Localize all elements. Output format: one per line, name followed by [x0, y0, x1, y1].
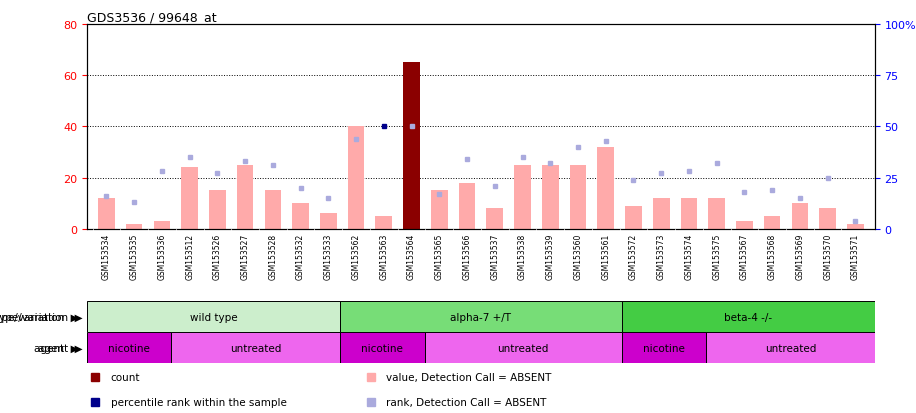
Text: GSM153573: GSM153573: [657, 233, 666, 279]
Bar: [348, 127, 365, 229]
Bar: [597, 147, 614, 229]
Bar: [292, 204, 309, 229]
Text: GSM153564: GSM153564: [407, 233, 416, 279]
Bar: [622, 301, 875, 332]
Text: untreated: untreated: [497, 343, 549, 353]
Text: GSM153538: GSM153538: [518, 233, 527, 279]
Bar: [431, 191, 448, 229]
Text: GSM153568: GSM153568: [768, 233, 777, 279]
Text: GSM153561: GSM153561: [601, 233, 610, 279]
Text: GDS3536 / 99648_at: GDS3536 / 99648_at: [87, 11, 217, 24]
Text: GSM153567: GSM153567: [740, 233, 749, 279]
Bar: [708, 199, 725, 229]
Text: GSM153533: GSM153533: [324, 233, 333, 279]
Bar: [570, 165, 586, 229]
Text: agent  ▶: agent ▶: [38, 343, 82, 353]
Text: GSM153575: GSM153575: [712, 233, 721, 279]
Bar: [764, 216, 780, 229]
Bar: [459, 183, 475, 229]
Text: GSM153560: GSM153560: [573, 233, 583, 279]
Bar: [791, 204, 808, 229]
Bar: [403, 63, 420, 229]
Bar: [87, 332, 171, 363]
Bar: [181, 168, 198, 229]
Bar: [171, 332, 340, 363]
Text: GSM153535: GSM153535: [130, 233, 138, 279]
Text: percentile rank within the sample: percentile rank within the sample: [111, 397, 287, 407]
Bar: [486, 209, 503, 229]
Text: alpha-7 +/T: alpha-7 +/T: [451, 312, 511, 322]
Text: nicotine: nicotine: [643, 343, 685, 353]
Bar: [209, 191, 225, 229]
Text: GSM153563: GSM153563: [379, 233, 388, 279]
Text: genotype/variation  ▶: genotype/variation ▶: [0, 312, 82, 322]
Text: genotype/variation  ▶: genotype/variation ▶: [0, 312, 79, 322]
Text: GSM153527: GSM153527: [241, 233, 250, 279]
Bar: [706, 332, 875, 363]
Text: wild type: wild type: [190, 312, 237, 322]
Text: GSM153569: GSM153569: [795, 233, 804, 279]
Text: nicotine: nicotine: [108, 343, 150, 353]
Bar: [154, 221, 170, 229]
Text: nicotine: nicotine: [362, 343, 403, 353]
Bar: [340, 301, 622, 332]
Bar: [653, 199, 670, 229]
Text: GSM153537: GSM153537: [490, 233, 499, 279]
Bar: [87, 301, 340, 332]
Bar: [847, 224, 864, 229]
Text: GSM153532: GSM153532: [296, 233, 305, 279]
Bar: [622, 332, 706, 363]
Bar: [625, 206, 642, 229]
Bar: [425, 332, 622, 363]
Bar: [819, 209, 836, 229]
Text: GSM153536: GSM153536: [158, 233, 167, 279]
Text: untreated: untreated: [230, 343, 281, 353]
Text: value, Detection Call = ABSENT: value, Detection Call = ABSENT: [387, 373, 551, 382]
Bar: [125, 224, 143, 229]
Text: agent  ▶: agent ▶: [34, 343, 79, 353]
Bar: [265, 191, 281, 229]
Text: GSM153562: GSM153562: [352, 233, 361, 279]
Text: GSM153539: GSM153539: [546, 233, 555, 279]
Bar: [681, 199, 697, 229]
Text: GSM153512: GSM153512: [185, 233, 194, 279]
Text: rank, Detection Call = ABSENT: rank, Detection Call = ABSENT: [387, 397, 547, 407]
Bar: [320, 214, 337, 229]
Bar: [340, 332, 425, 363]
Text: GSM153574: GSM153574: [684, 233, 693, 279]
Text: GSM153566: GSM153566: [463, 233, 472, 279]
Bar: [376, 216, 392, 229]
Bar: [736, 221, 753, 229]
Bar: [542, 165, 559, 229]
Bar: [98, 199, 114, 229]
Text: GSM153528: GSM153528: [268, 233, 278, 279]
Text: GSM153571: GSM153571: [851, 233, 860, 279]
Text: beta-4 -/-: beta-4 -/-: [725, 312, 772, 322]
Bar: [237, 165, 254, 229]
Bar: [514, 165, 531, 229]
Text: GSM153572: GSM153572: [629, 233, 638, 279]
Text: GSM153570: GSM153570: [823, 233, 832, 279]
Text: GSM153565: GSM153565: [435, 233, 443, 279]
Text: count: count: [111, 373, 140, 382]
Text: untreated: untreated: [765, 343, 816, 353]
Text: GSM153526: GSM153526: [213, 233, 222, 279]
Text: GSM153534: GSM153534: [102, 233, 111, 279]
